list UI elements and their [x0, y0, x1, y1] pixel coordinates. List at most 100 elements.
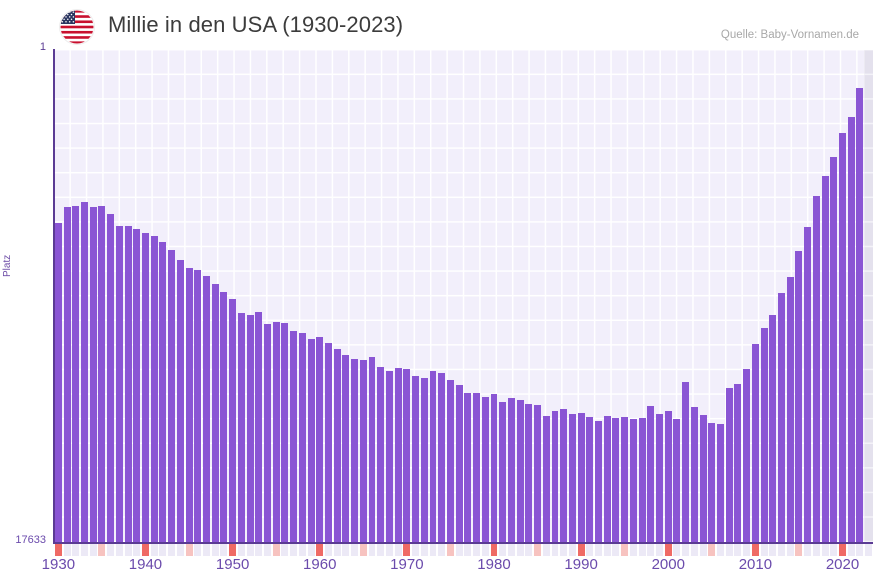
bar[interactable]: [272, 321, 280, 542]
bar[interactable]: [621, 416, 629, 542]
bar[interactable]: [307, 338, 315, 542]
x-axis-tick: [81, 544, 88, 556]
bar[interactable]: [159, 242, 167, 542]
x-axis-tick: [516, 544, 524, 556]
bar[interactable]: [812, 195, 820, 542]
bar[interactable]: [839, 133, 846, 542]
bar[interactable]: [429, 371, 437, 542]
x-axis-tick: [699, 544, 707, 556]
bar[interactable]: [751, 343, 759, 542]
bar[interactable]: [185, 267, 193, 542]
y-axis-tick-top: 1: [39, 41, 46, 53]
bar[interactable]: [316, 337, 324, 542]
bar[interactable]: [481, 396, 489, 542]
x-axis-tick-label: 1930: [41, 556, 76, 573]
bar[interactable]: [673, 418, 681, 542]
bar[interactable]: [333, 349, 341, 542]
bar[interactable]: [847, 116, 855, 542]
bar[interactable]: [220, 292, 228, 542]
bar[interactable]: [568, 414, 576, 542]
bar[interactable]: [830, 156, 838, 542]
bar[interactable]: [446, 380, 454, 542]
bar[interactable]: [290, 330, 298, 542]
bar[interactable]: [107, 213, 115, 542]
bar[interactable]: [455, 385, 463, 542]
bar[interactable]: [734, 384, 742, 542]
bar[interactable]: [420, 377, 428, 542]
bar[interactable]: [577, 413, 585, 542]
bar[interactable]: [821, 175, 829, 542]
bar[interactable]: [516, 400, 524, 542]
x-axis-tick: [63, 544, 71, 556]
bar[interactable]: [194, 270, 202, 542]
bar[interactable]: [377, 366, 385, 542]
bar[interactable]: [725, 388, 733, 542]
bar[interactable]: [124, 226, 132, 542]
bar[interactable]: [542, 416, 550, 542]
bar[interactable]: [717, 424, 724, 542]
bar[interactable]: [81, 202, 88, 542]
bar[interactable]: [595, 421, 603, 542]
bar[interactable]: [142, 233, 149, 542]
bar[interactable]: [72, 206, 80, 542]
bar[interactable]: [507, 398, 515, 542]
bar[interactable]: [98, 205, 106, 542]
bar[interactable]: [263, 324, 271, 542]
bar[interactable]: [202, 275, 210, 542]
bar[interactable]: [525, 404, 533, 542]
bar[interactable]: [656, 413, 664, 542]
bar[interactable]: [255, 312, 263, 542]
bar[interactable]: [638, 417, 646, 542]
bar[interactable]: [708, 422, 716, 542]
bar[interactable]: [342, 354, 350, 542]
bar[interactable]: [63, 206, 71, 542]
bar[interactable]: [795, 250, 803, 542]
bar[interactable]: [586, 417, 594, 542]
bar[interactable]: [786, 276, 794, 542]
bar[interactable]: [403, 369, 411, 542]
bar[interactable]: [647, 406, 655, 542]
bar[interactable]: [778, 293, 785, 542]
bar[interactable]: [54, 223, 62, 542]
bar[interactable]: [133, 228, 141, 542]
bar[interactable]: [804, 226, 812, 542]
bar[interactable]: [368, 357, 376, 542]
bar[interactable]: [769, 314, 777, 542]
bar[interactable]: [856, 88, 864, 542]
bar[interactable]: [324, 342, 332, 542]
bar[interactable]: [464, 392, 472, 542]
bar[interactable]: [473, 393, 481, 542]
bar[interactable]: [115, 225, 123, 542]
bar[interactable]: [351, 358, 359, 542]
bar[interactable]: [490, 394, 498, 542]
bar[interactable]: [281, 322, 289, 542]
bar[interactable]: [176, 260, 184, 542]
bar[interactable]: [298, 332, 306, 542]
bar[interactable]: [229, 299, 237, 542]
bar[interactable]: [168, 249, 176, 542]
bar[interactable]: [603, 415, 611, 542]
bar[interactable]: [560, 409, 568, 542]
bar[interactable]: [359, 360, 367, 542]
bar[interactable]: [743, 368, 751, 542]
bar[interactable]: [246, 315, 254, 542]
bar[interactable]: [394, 367, 402, 542]
x-axis-tick: [830, 544, 838, 556]
bar[interactable]: [385, 371, 393, 542]
bar[interactable]: [237, 313, 245, 542]
bar[interactable]: [629, 418, 637, 542]
bar[interactable]: [534, 404, 542, 542]
bar[interactable]: [89, 207, 97, 542]
bar[interactable]: [699, 414, 707, 542]
bar[interactable]: [150, 235, 158, 542]
bar[interactable]: [760, 327, 768, 542]
bar[interactable]: [499, 401, 507, 542]
bar[interactable]: [664, 411, 672, 542]
bar[interactable]: [412, 375, 420, 542]
bar[interactable]: [551, 411, 559, 542]
bar[interactable]: [211, 283, 219, 542]
bar[interactable]: [690, 406, 698, 542]
bar[interactable]: [682, 382, 690, 542]
bar[interactable]: [438, 372, 446, 542]
bar[interactable]: [612, 418, 620, 542]
